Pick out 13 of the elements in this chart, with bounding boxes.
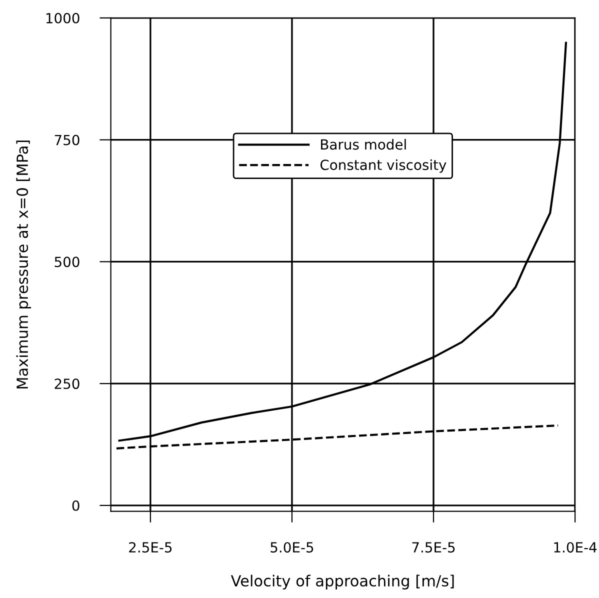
y-tick-label: 0 — [72, 500, 80, 511]
y-tick-label: 750 — [54, 134, 80, 146]
x-tick-label: 2.5E-5 — [129, 542, 172, 553]
x-axis-title: Velocity of approaching [m/s] — [230, 574, 454, 590]
y-axis-title: Maximum pressure at x=0 [MPa] — [16, 140, 32, 388]
y-tick-label: 250 — [54, 378, 80, 390]
x-tick-label: 7.5E-5 — [412, 542, 455, 553]
x-tick-label: 1.0E-4 — [554, 542, 597, 553]
legend-label: Barus model — [321, 138, 406, 150]
legend-label: Constant viscosity — [320, 159, 446, 173]
x-tick-label: 5.0E-5 — [270, 542, 314, 553]
y-tick-label: 500 — [54, 256, 80, 268]
y-tick-label: 1000 — [46, 12, 80, 24]
